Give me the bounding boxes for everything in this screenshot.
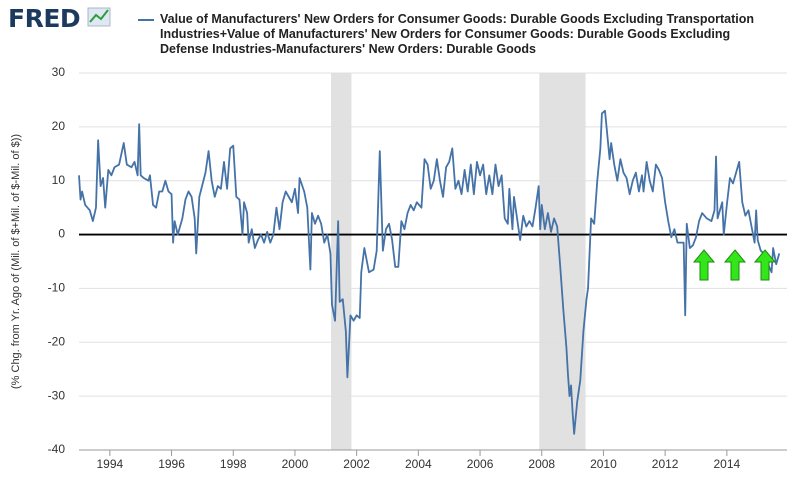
y-tick-label: 10 <box>52 173 66 187</box>
legend-label: Value of Manufacturers' New Orders for C… <box>160 12 755 56</box>
y-tick-label: 20 <box>52 119 66 133</box>
recession-band <box>331 73 352 450</box>
x-tick-label: 2012 <box>652 457 679 471</box>
y-tick-label: -10 <box>48 281 66 295</box>
logo: FRED <box>8 4 81 33</box>
x-tick-label: 2014 <box>713 457 740 471</box>
logo-icon <box>87 7 111 27</box>
recession-band <box>539 73 586 450</box>
y-tick-label: -20 <box>48 334 66 348</box>
x-tick-label: 2006 <box>467 457 494 471</box>
y-tick-label: -40 <box>48 442 66 456</box>
y-tick-label: 0 <box>58 227 65 241</box>
x-tick-label: 2010 <box>590 457 617 471</box>
annotation-arrow <box>723 249 747 281</box>
x-tick-label: 2002 <box>343 457 370 471</box>
x-tick-label: 1996 <box>158 457 185 471</box>
x-tick-label: 1994 <box>96 457 123 471</box>
x-tick-label: 2008 <box>528 457 555 471</box>
y-tick-label: 30 <box>52 65 66 79</box>
series-line <box>78 109 781 435</box>
x-tick-label: 1998 <box>220 457 247 471</box>
y-axis-label: (% Chg. from Yr. Ago of (Mil. of $+Mil. … <box>10 134 22 389</box>
annotation-arrow <box>692 249 716 281</box>
y-tick-label: -30 <box>48 388 66 402</box>
x-tick-label: 2000 <box>282 457 309 471</box>
legend-swatch <box>138 19 154 21</box>
x-tick-label: 2004 <box>405 457 432 471</box>
annotation-arrow <box>753 249 777 281</box>
